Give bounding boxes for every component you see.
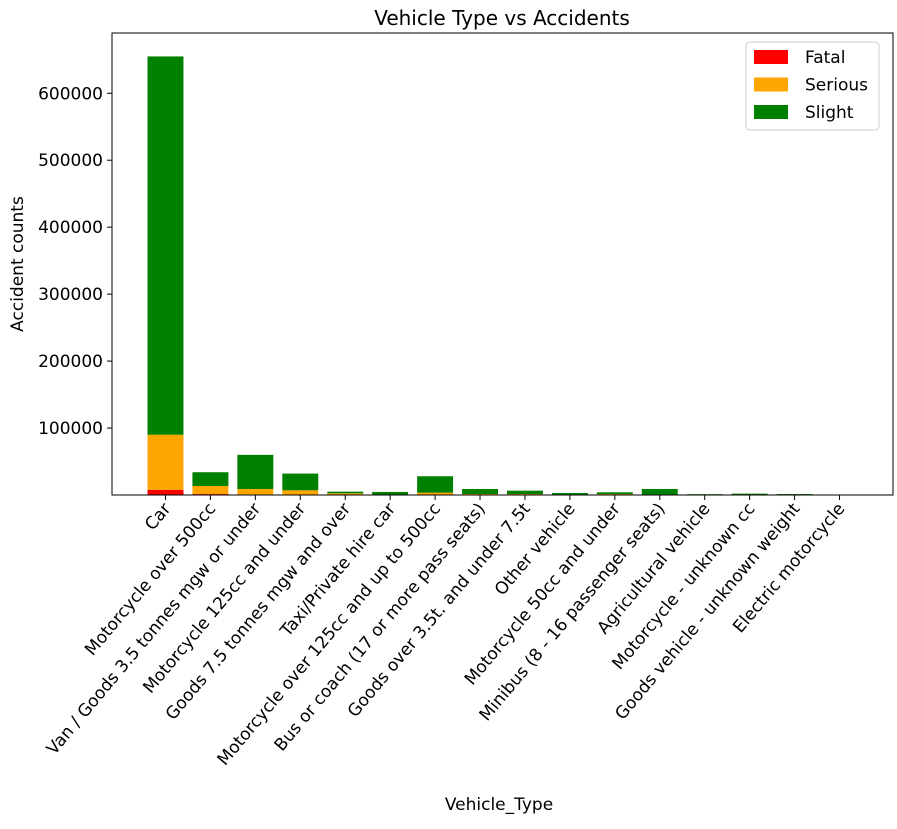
bar-slight-0 xyxy=(148,56,184,434)
bar-slight-4 xyxy=(327,492,363,494)
legend-label-fatal: Fatal xyxy=(805,48,845,68)
x-tick-label: Car xyxy=(141,499,175,534)
y-tick-label: 300000 xyxy=(38,285,103,305)
bar-slight-8 xyxy=(507,491,543,494)
y-axis-label: Accident counts xyxy=(8,196,28,332)
bar-serious-3 xyxy=(282,490,318,494)
y-axis: 100000 200000 300000 400000 500000 600000 xyxy=(38,84,112,439)
bar-serious-0 xyxy=(148,435,184,490)
bar-fatal-0 xyxy=(148,490,184,495)
bar-slight-11 xyxy=(642,489,678,495)
bar-serious-6 xyxy=(417,493,453,495)
legend-swatch-slight xyxy=(754,105,788,119)
y-tick-label: 100000 xyxy=(38,419,103,439)
bar-serious-4 xyxy=(327,493,363,494)
y-tick-label: 400000 xyxy=(38,218,103,238)
chart-title: Vehicle Type vs Accidents xyxy=(374,6,630,30)
bar-slight-5 xyxy=(372,492,408,495)
bar-slight-9 xyxy=(552,493,588,494)
bar-serious-2 xyxy=(237,489,273,494)
legend: Fatal Serious Slight xyxy=(746,42,879,130)
bar-slight-1 xyxy=(192,472,228,486)
bar-slight-10 xyxy=(597,492,633,494)
bar-slight-3 xyxy=(282,474,318,491)
legend-label-serious: Serious xyxy=(805,76,868,96)
y-tick-label: 500000 xyxy=(38,151,103,171)
legend-label-slight: Slight xyxy=(805,103,854,123)
bar-slight-6 xyxy=(417,476,453,492)
y-tick-label: 200000 xyxy=(38,352,103,372)
bar-serious-1 xyxy=(192,486,228,494)
x-tick-label: Bus or coach (17 or more pass seats) xyxy=(271,499,490,755)
bar-slight-2 xyxy=(237,455,273,489)
bar-slight-13 xyxy=(732,494,768,495)
x-axis-label: Vehicle_Type xyxy=(445,795,553,815)
legend-swatch-fatal xyxy=(754,50,788,64)
y-tick-label: 600000 xyxy=(38,84,103,104)
legend-swatch-serious xyxy=(754,78,788,92)
bar-slight-7 xyxy=(462,489,498,494)
